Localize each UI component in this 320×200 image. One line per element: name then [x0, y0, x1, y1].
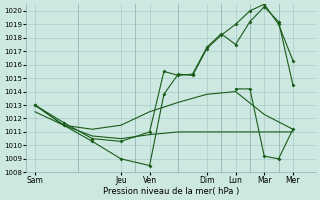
X-axis label: Pression niveau de la mer( hPa ): Pression niveau de la mer( hPa )	[103, 187, 239, 196]
